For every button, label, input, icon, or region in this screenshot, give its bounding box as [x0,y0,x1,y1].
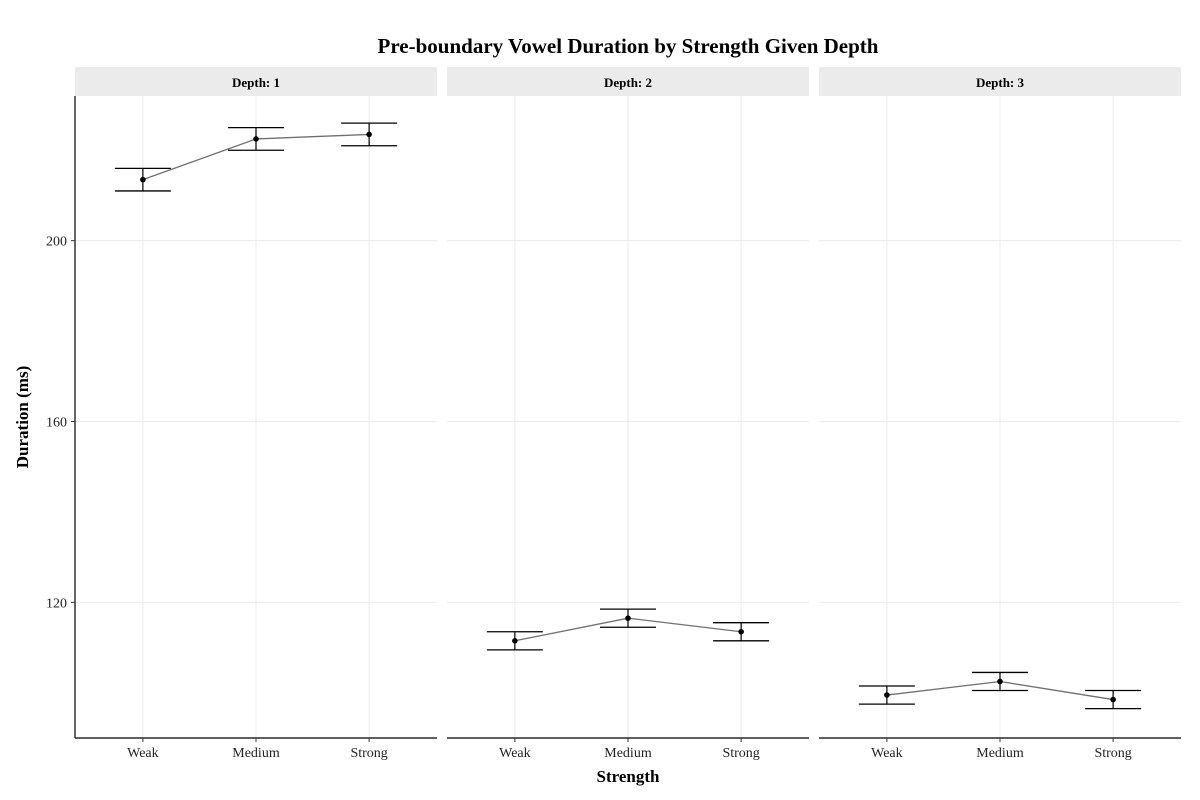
strip-background [447,67,809,96]
x-tick-label: Strong [722,746,759,761]
data-point [1110,696,1116,703]
data-point [253,136,259,142]
data-point [997,678,1003,685]
strip-label: Depth: 3 [976,75,1025,90]
strip-label: Depth: 1 [232,75,280,90]
x-tick-label: Medium [976,746,1024,761]
y-tick-label: 200 [46,235,67,250]
x-tick-label: Medium [232,746,280,761]
x-axis-title: Strength [597,767,661,786]
data-point [625,615,631,621]
data-point [512,637,518,644]
panel-2: Depth: 2 Weak Medium Strong [447,67,809,761]
y-tick-label: 160 [46,416,67,431]
panel-1: Depth: 1 Weak Medium Strong 120 160 200 [46,67,437,761]
data-point [884,692,890,698]
x-tick-label: Weak [127,746,159,761]
x-tick-label: Strong [350,746,387,761]
strip-background [819,67,1181,96]
x-tick-label: Weak [871,746,903,761]
x-tick-label: Medium [604,746,652,761]
x-tick-label: Weak [499,746,531,761]
x-tick-label: Strong [1094,746,1131,761]
y-tick-label: 120 [46,596,67,611]
chart-title: Pre-boundary Vowel Duration by Strength … [378,34,879,58]
data-point [738,628,744,635]
data-point [140,176,146,183]
y-axis-title: Duration (ms) [13,366,32,468]
panel-3: Depth: 3 Weak Medium Strong [819,67,1181,761]
data-point [366,131,372,138]
strip-background [75,67,437,96]
strip-label: Depth: 2 [604,75,652,90]
